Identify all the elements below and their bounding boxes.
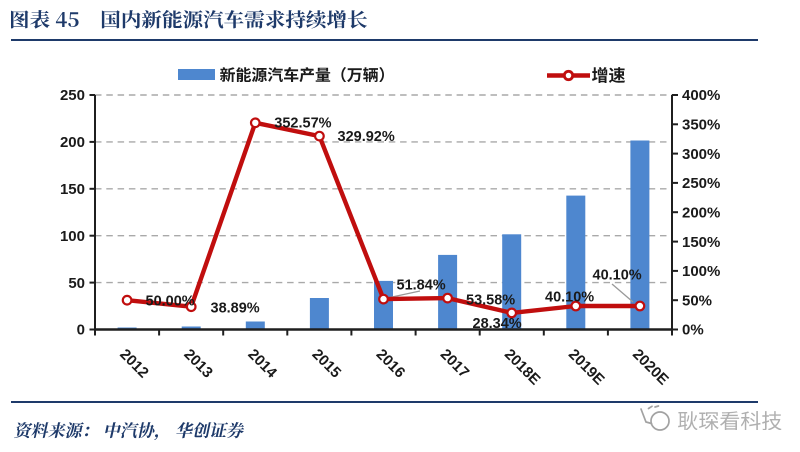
svg-text:2018E: 2018E <box>501 346 544 389</box>
svg-text:51.84%: 51.84% <box>397 278 446 294</box>
svg-text:38.89%: 38.89% <box>211 301 260 317</box>
svg-text:50.00%: 50.00% <box>146 294 195 310</box>
svg-text:53.58%: 53.58% <box>466 293 515 309</box>
svg-text:2016: 2016 <box>373 346 409 382</box>
svg-text:2015: 2015 <box>309 346 345 382</box>
svg-text:0%: 0% <box>682 322 704 339</box>
svg-text:100%: 100% <box>682 263 720 280</box>
svg-text:150%: 150% <box>682 234 720 251</box>
svg-text:250%: 250% <box>682 175 720 192</box>
svg-text:28.34%: 28.34% <box>473 316 522 332</box>
svg-text:2013: 2013 <box>180 346 216 382</box>
svg-text:2014: 2014 <box>244 346 280 382</box>
svg-text:40.10%: 40.10% <box>545 290 594 306</box>
svg-text:200: 200 <box>60 134 85 151</box>
svg-text:150: 150 <box>60 181 85 198</box>
svg-text:2019E: 2019E <box>565 346 608 389</box>
svg-text:352.57%: 352.57% <box>274 116 331 132</box>
svg-text:100: 100 <box>60 228 85 245</box>
svg-text:2017: 2017 <box>437 346 473 382</box>
svg-text:250: 250 <box>60 87 85 104</box>
svg-text:2020E: 2020E <box>629 346 672 389</box>
svg-text:329.92%: 329.92% <box>338 129 395 145</box>
svg-text:300%: 300% <box>682 146 720 163</box>
svg-text:350%: 350% <box>682 117 720 134</box>
svg-text:50%: 50% <box>682 292 712 309</box>
svg-text:2012: 2012 <box>116 346 152 382</box>
svg-text:400%: 400% <box>682 87 720 104</box>
svg-text:200%: 200% <box>682 204 720 221</box>
svg-text:50: 50 <box>68 275 85 292</box>
svg-text:40.10%: 40.10% <box>593 268 642 284</box>
svg-text:0: 0 <box>77 322 85 339</box>
